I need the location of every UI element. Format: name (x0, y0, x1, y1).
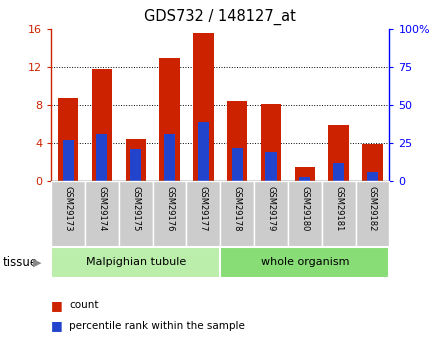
Bar (96, 134, 108, 181)
Bar (125, 139, 146, 181)
Bar (322, 181, 356, 247)
Bar (119, 181, 153, 247)
Bar (153, 181, 186, 247)
Text: GSM29176: GSM29176 (165, 186, 174, 232)
Bar (333, 163, 344, 181)
Bar (356, 181, 389, 247)
Bar (51, 181, 85, 247)
Text: GSM29182: GSM29182 (368, 186, 377, 232)
Bar (362, 144, 383, 181)
Bar (220, 247, 389, 278)
Text: tissue: tissue (2, 256, 37, 269)
Bar (227, 101, 247, 181)
Text: GSM29179: GSM29179 (267, 186, 275, 232)
Text: GSM29177: GSM29177 (199, 186, 208, 232)
Text: GSM29173: GSM29173 (64, 186, 73, 232)
Bar (299, 177, 311, 181)
Bar (58, 98, 78, 181)
Bar (367, 172, 378, 181)
Bar (288, 181, 322, 247)
Text: ▶: ▶ (33, 257, 42, 267)
Bar (159, 58, 180, 181)
Bar (92, 69, 112, 181)
Text: GSM29180: GSM29180 (300, 186, 309, 232)
Bar (328, 125, 349, 181)
Bar (254, 181, 288, 247)
Text: count: count (69, 300, 98, 310)
Bar (62, 140, 74, 181)
Text: GSM29181: GSM29181 (334, 186, 343, 232)
Bar (231, 148, 243, 181)
Text: GSM29175: GSM29175 (131, 186, 140, 232)
Bar (85, 181, 119, 247)
Text: ■: ■ (51, 319, 63, 333)
Bar (295, 167, 315, 181)
Text: whole organism: whole organism (261, 257, 349, 267)
Text: GSM29178: GSM29178 (233, 186, 242, 232)
Text: percentile rank within the sample: percentile rank within the sample (69, 321, 245, 331)
Text: GSM29174: GSM29174 (97, 186, 106, 232)
Bar (130, 149, 142, 181)
Text: GDS732 / 148127_at: GDS732 / 148127_at (144, 9, 296, 25)
Bar (198, 122, 209, 181)
Bar (261, 104, 281, 181)
Bar (186, 181, 220, 247)
Bar (51, 247, 220, 278)
Text: Malpighian tubule: Malpighian tubule (85, 257, 186, 267)
Bar (164, 134, 175, 181)
Bar (265, 152, 277, 181)
Text: ■: ■ (51, 299, 63, 312)
Bar (220, 181, 254, 247)
Bar (193, 33, 214, 181)
